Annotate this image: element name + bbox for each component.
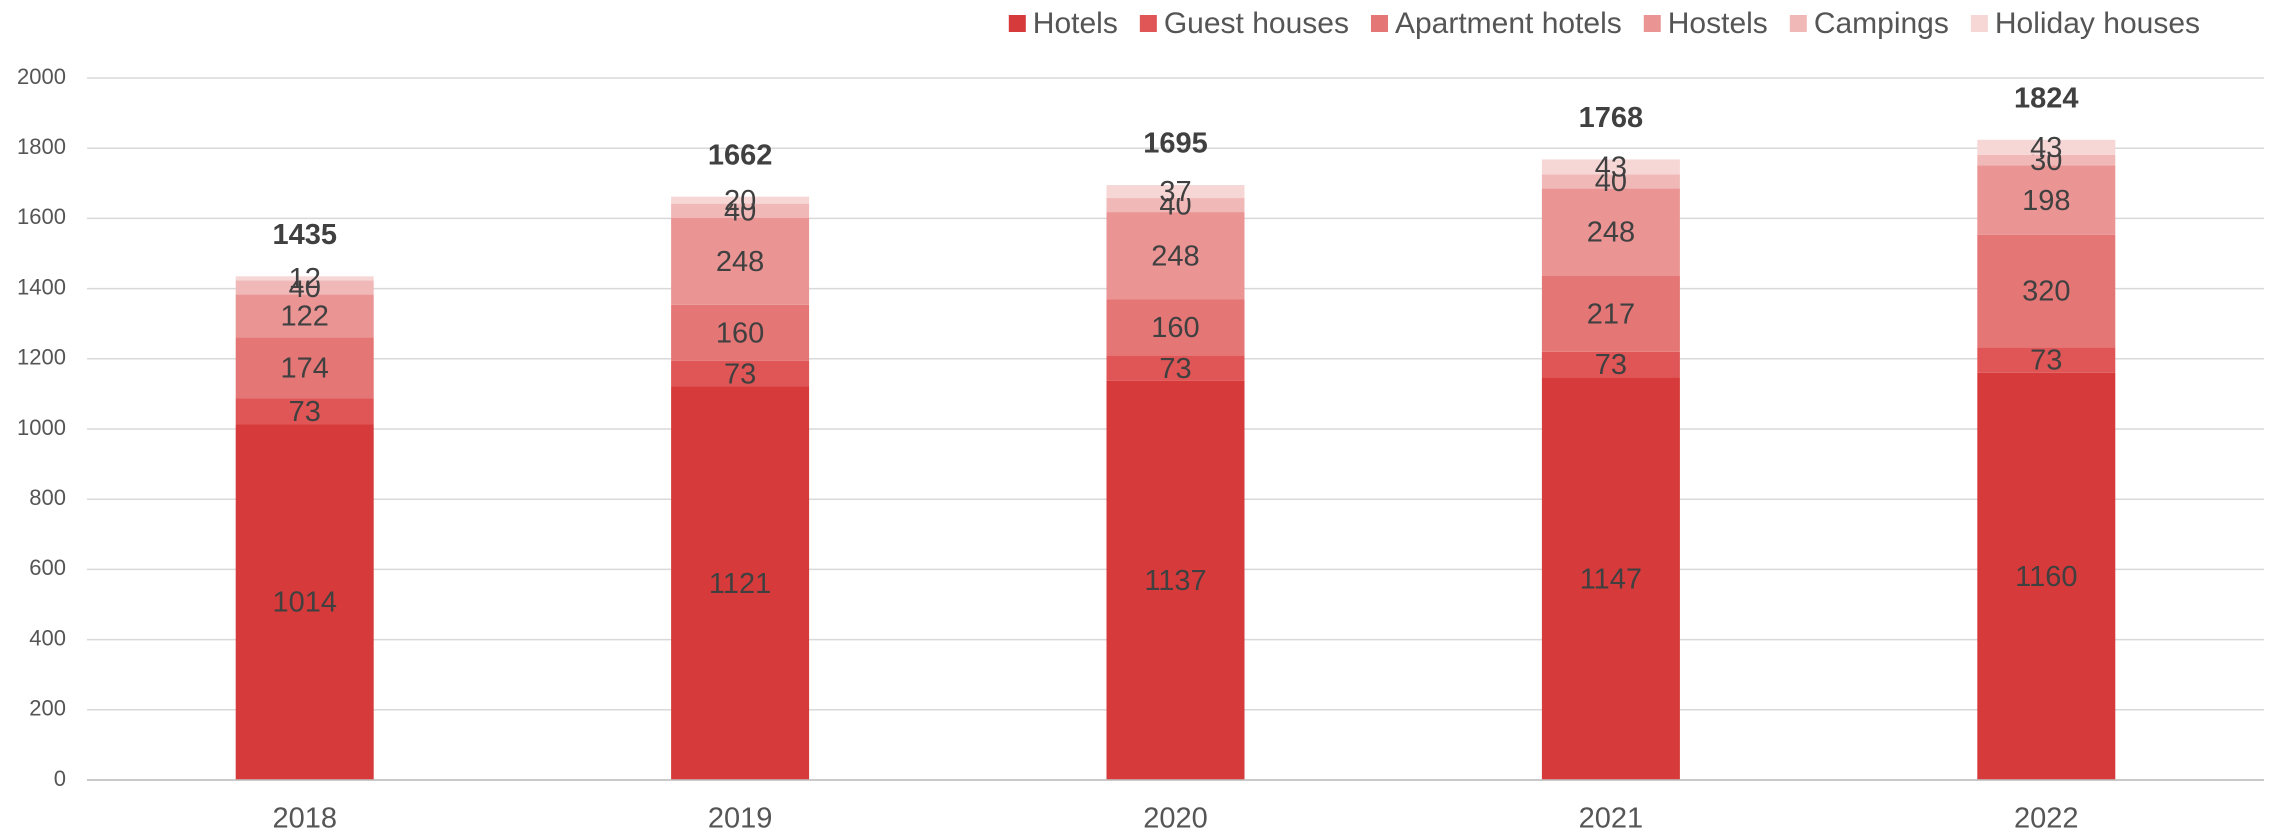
data-label: 43 [1595, 152, 1627, 184]
bar-segment [1541, 188, 1680, 276]
legend-swatch [1643, 15, 1661, 32]
bar-segment [1977, 139, 2116, 155]
data-label: 1137 [1144, 565, 1206, 597]
bar-segment [671, 304, 810, 361]
legend-label: Apartment hotels [1395, 7, 1622, 40]
data-label: 160 [716, 317, 764, 349]
data-label: 320 [2022, 276, 2070, 308]
bar-segment [1977, 347, 2116, 373]
bar-segment [671, 360, 810, 387]
bar-segment [235, 398, 374, 425]
bar-segment [1106, 355, 1245, 381]
bar-segment [1977, 165, 2116, 235]
x-tick-label: 2021 [1579, 803, 1644, 835]
y-tick-label: 1200 [17, 345, 66, 370]
data-label: 248 [1587, 217, 1635, 249]
y-tick-label: 1600 [17, 204, 66, 229]
y-tick-label: 600 [29, 555, 66, 580]
legend-swatch [1370, 15, 1388, 32]
data-label: 122 [281, 301, 329, 333]
bar-segment [235, 424, 374, 780]
legend-label: Hotels [1033, 7, 1118, 40]
x-tick-label: 2018 [272, 803, 337, 835]
bar-segment [1977, 234, 2116, 348]
data-label: 73 [289, 396, 321, 428]
data-label: 1121 [709, 568, 771, 600]
legend-swatch [1789, 15, 1807, 32]
bar-segment [671, 203, 810, 218]
legend-swatch [1139, 15, 1157, 32]
bar-segment [671, 196, 810, 204]
legend-swatch [1008, 15, 1026, 32]
data-label: 43 [2030, 132, 2062, 164]
y-tick-label: 400 [29, 625, 66, 650]
x-tick-label: 2022 [2014, 803, 2079, 835]
data-label: 73 [1595, 349, 1627, 381]
legend-label: Campings [1814, 7, 1949, 40]
y-tick-label: 1000 [17, 415, 66, 440]
data-label: 1147 [1580, 563, 1642, 595]
bar-segment [1106, 299, 1245, 356]
total-label: 1695 [1143, 128, 1208, 160]
bar-segment [1106, 185, 1245, 199]
data-label: 160 [1151, 312, 1199, 344]
data-label: 248 [716, 246, 764, 278]
legend-label: Holiday houses [1995, 7, 2200, 40]
data-label: 174 [281, 353, 329, 385]
data-label: 37 [1159, 176, 1191, 208]
bar-segment [1977, 372, 2116, 780]
data-label: 248 [1151, 240, 1199, 272]
bar-segment [1541, 377, 1680, 780]
data-label: 1160 [2015, 561, 2077, 593]
data-label: 198 [2022, 185, 2070, 217]
total-label: 1662 [708, 139, 773, 171]
y-tick-label: 800 [29, 485, 66, 510]
bar-segment [1541, 174, 1680, 189]
x-tick-label: 2019 [708, 803, 773, 835]
data-label: 20 [724, 185, 756, 217]
bar-segment [235, 294, 374, 338]
y-tick-label: 1800 [17, 134, 66, 159]
bar-segment [235, 276, 374, 281]
data-label: 1014 [272, 587, 337, 619]
data-label: 12 [289, 263, 321, 295]
total-label: 1435 [272, 219, 337, 251]
bar-segment [1106, 212, 1245, 300]
bar-segment [1106, 198, 1245, 213]
data-label: 73 [2030, 345, 2062, 377]
legend-label: Hostels [1668, 7, 1768, 40]
data-label: 73 [724, 358, 756, 390]
y-tick-label: 0 [54, 766, 66, 791]
bar-segment [671, 217, 810, 305]
data-label: 217 [1587, 298, 1635, 330]
total-label: 1824 [2014, 82, 2079, 114]
x-tick-label: 2020 [1143, 803, 1208, 835]
legend-label: Guest houses [1164, 7, 1349, 40]
bar-segment [1541, 275, 1680, 352]
bar-segment [1106, 380, 1245, 780]
bar-segment [235, 337, 374, 399]
data-label: 73 [1159, 353, 1191, 385]
bar-segment [1541, 159, 1680, 175]
bar-segment [235, 280, 374, 295]
y-tick-label: 2000 [17, 64, 66, 89]
legend-swatch [1970, 15, 1988, 32]
total-label: 1768 [1579, 102, 1644, 134]
y-tick-label: 200 [29, 696, 66, 721]
bar-segment [1541, 351, 1680, 378]
bar-segment [671, 386, 810, 780]
bar-segment [1977, 154, 2116, 166]
y-tick-label: 1400 [17, 274, 66, 299]
